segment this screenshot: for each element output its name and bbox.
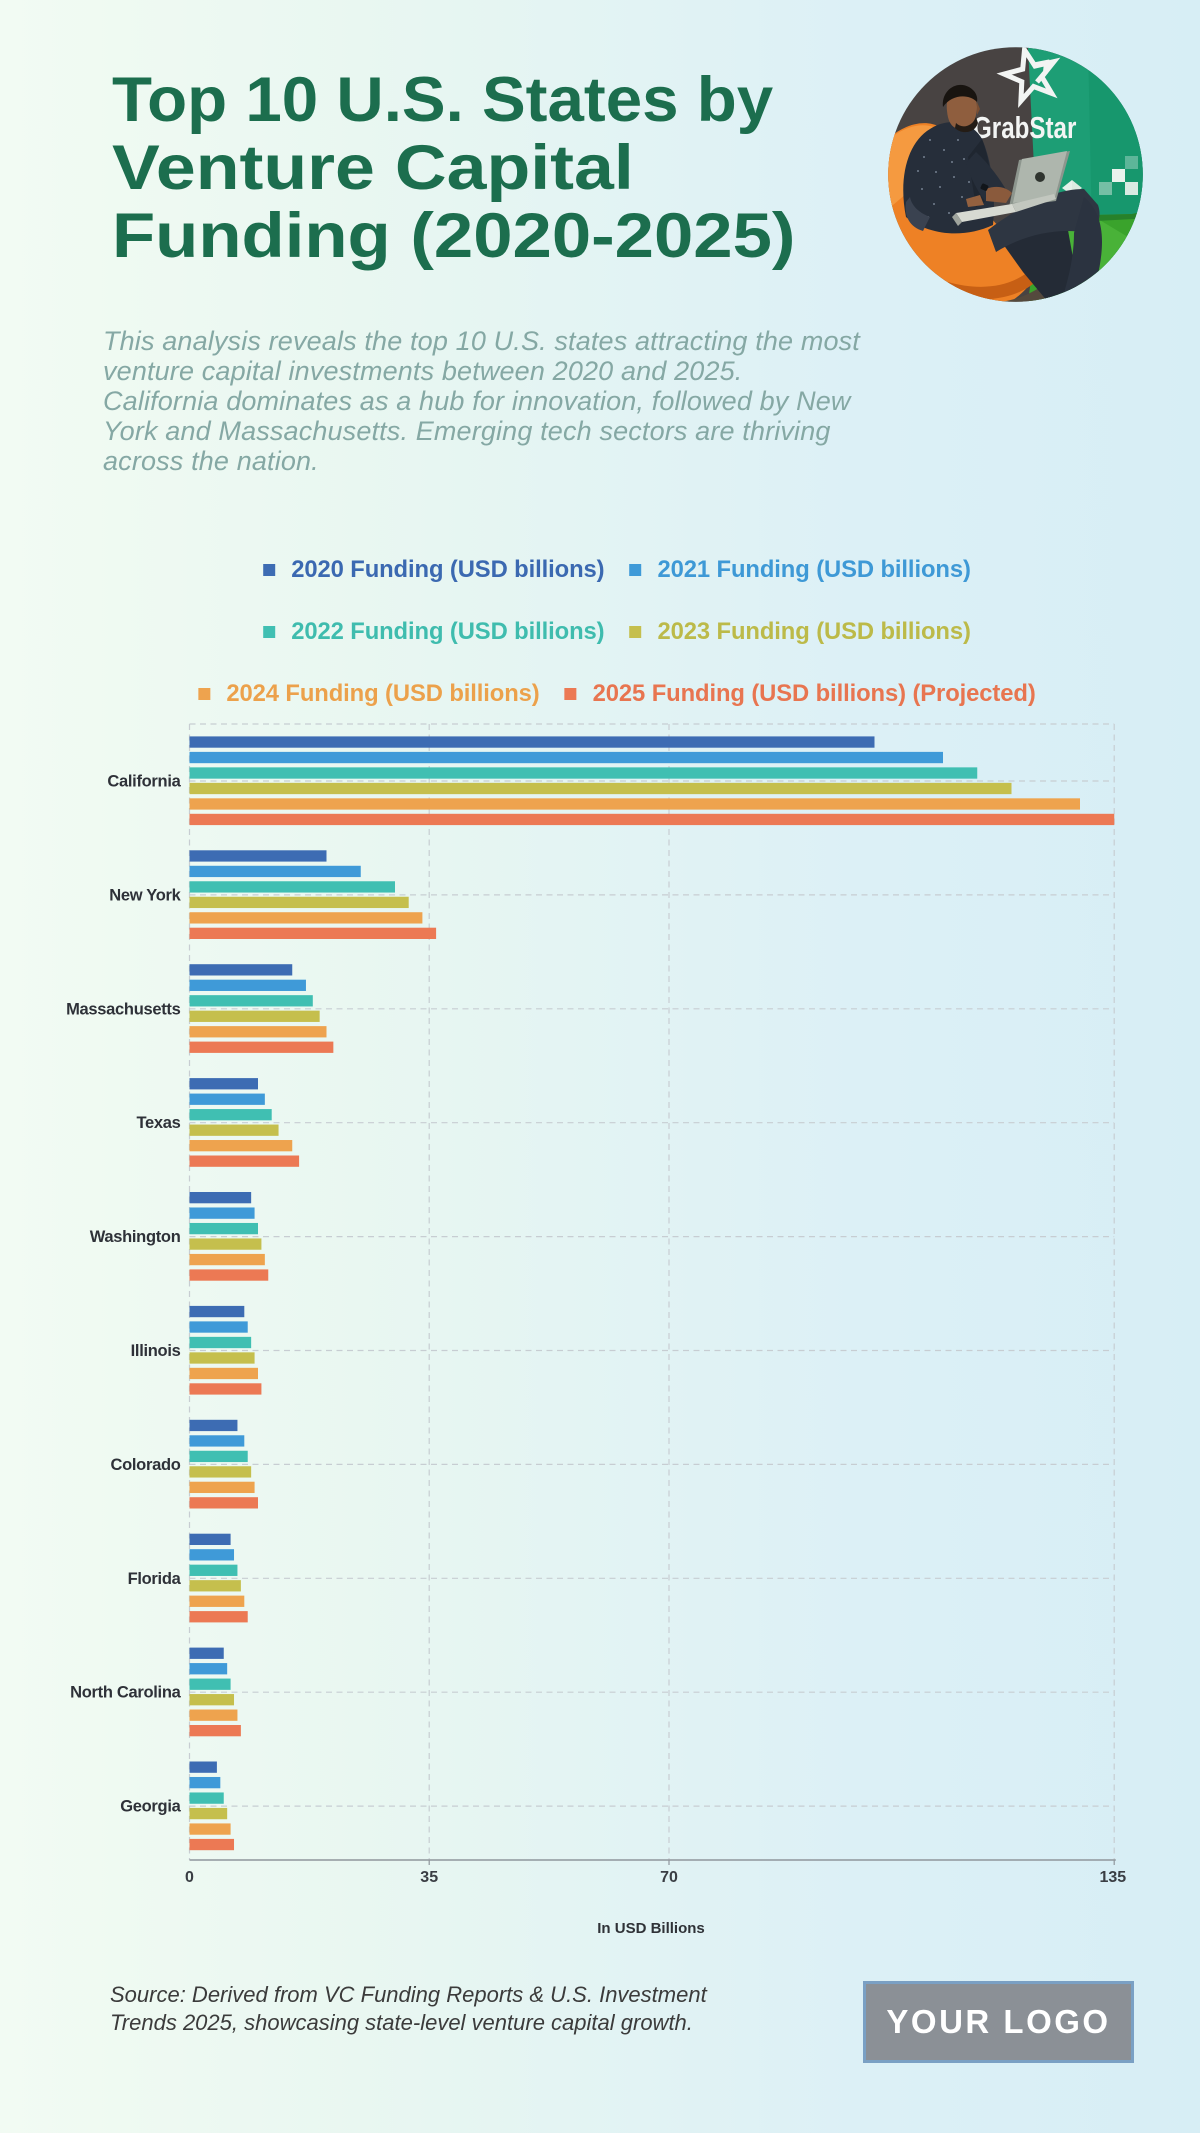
svg-text:Illinois: Illinois <box>131 1342 181 1360</box>
svg-text:Texas: Texas <box>136 1114 180 1132</box>
svg-text:70: 70 <box>660 1869 678 1886</box>
svg-text:Washington: Washington <box>90 1228 181 1246</box>
svg-text:North Carolina: North Carolina <box>70 1684 182 1702</box>
svg-text:Massachusetts: Massachusetts <box>66 1000 181 1018</box>
svg-text:135: 135 <box>1099 1869 1126 1886</box>
svg-text:Florida: Florida <box>128 1570 182 1588</box>
svg-text:New York: New York <box>109 886 181 904</box>
svg-text:Georgia: Georgia <box>120 1798 181 1816</box>
svg-text:California: California <box>107 773 181 791</box>
svg-text:35: 35 <box>420 1869 438 1886</box>
svg-text:0: 0 <box>185 1869 194 1886</box>
svg-text:Colorado: Colorado <box>110 1456 180 1474</box>
svg-text:GrabStar: GrabStar <box>973 110 1077 145</box>
